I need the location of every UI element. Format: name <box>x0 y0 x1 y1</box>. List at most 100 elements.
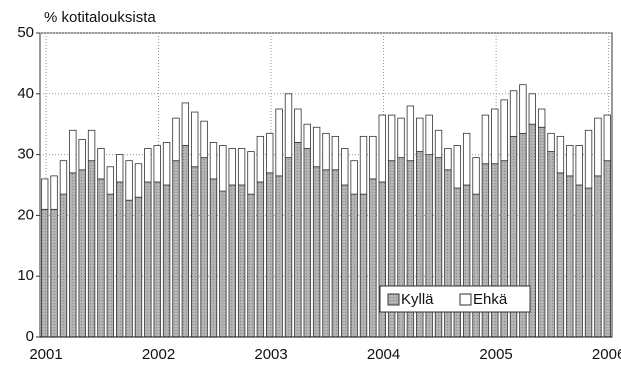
bar-segment <box>509 90 518 137</box>
bar-segment <box>566 175 574 338</box>
bar-segment <box>519 84 527 134</box>
bar-segment <box>97 178 105 338</box>
bar-segment <box>528 93 536 125</box>
legend-label: Ehkä <box>473 291 508 308</box>
bar-segment <box>453 145 461 189</box>
bar-segment <box>294 108 302 143</box>
bar-segment <box>547 132 555 152</box>
bar-segment <box>556 172 565 338</box>
bar-segment <box>547 151 555 338</box>
bar-segment <box>50 175 58 210</box>
bar-segment <box>322 169 330 338</box>
bar-segment <box>134 196 143 338</box>
bar-segment <box>462 132 471 186</box>
bar-segment <box>87 160 96 338</box>
bar-segment <box>462 184 471 338</box>
bar-segment <box>275 108 283 177</box>
bar-segment <box>284 157 293 338</box>
bar-segment <box>425 114 433 156</box>
bar-segment <box>247 193 255 338</box>
x-tick-label: 2002 <box>142 346 175 363</box>
bar-segment <box>144 181 152 338</box>
bar-segment <box>125 160 133 201</box>
legend-swatch <box>387 293 400 306</box>
bar-segment <box>181 102 190 146</box>
bar-segment <box>359 193 368 338</box>
bar-segment <box>566 145 574 177</box>
x-tick-label: 2005 <box>479 346 512 363</box>
bar-segment <box>584 129 593 189</box>
bar-segment <box>116 154 124 183</box>
bar-segment <box>162 142 171 186</box>
bar-segment <box>575 145 583 186</box>
bar-segment <box>69 129 77 174</box>
y-axis-label: % kotitalouksista <box>44 9 156 26</box>
bar-segment <box>397 117 405 159</box>
bar-segment <box>97 148 105 180</box>
bar-segment <box>453 187 461 338</box>
bar-segment <box>78 138 86 171</box>
bar-segment <box>472 157 480 195</box>
bar-segment <box>116 181 124 338</box>
bar-segment <box>603 160 611 338</box>
legend-swatch <box>459 293 472 306</box>
bar-segment <box>284 93 293 159</box>
bar-segment <box>378 181 386 338</box>
bar-segment <box>378 114 386 183</box>
bar-segment <box>472 193 480 338</box>
bar-segment <box>69 172 77 338</box>
bar-segment <box>406 105 415 162</box>
bar-segment <box>491 108 499 165</box>
x-tick-label: 2003 <box>254 346 287 363</box>
bar-segment <box>556 135 565 174</box>
bar-segment <box>266 172 274 338</box>
bar-segment <box>106 166 115 195</box>
y-tick-label: 50 <box>17 24 34 41</box>
bar-segment <box>59 160 68 195</box>
bar-segment <box>228 148 236 186</box>
bar-segment <box>125 199 133 338</box>
bar-segment <box>312 126 321 168</box>
bar-segment <box>247 151 255 195</box>
bar-segment <box>256 181 265 338</box>
bar-segment <box>322 132 330 171</box>
y-tick-label: 10 <box>17 267 34 284</box>
bar-segment <box>219 190 227 338</box>
bar-segment <box>219 145 227 192</box>
bar-segment <box>387 114 396 162</box>
bar-segment <box>50 208 58 338</box>
bar-segment <box>266 132 274 174</box>
bar-segment <box>78 169 86 338</box>
bar-segment <box>191 166 199 338</box>
bar-segment <box>162 184 171 338</box>
bar-segment <box>153 181 161 338</box>
bar-segment <box>584 187 593 338</box>
bar-segment <box>603 114 611 162</box>
bar-segment <box>172 117 180 162</box>
bar-segment <box>209 142 218 180</box>
legend-label: Kyllä <box>401 291 434 308</box>
bar-segment <box>594 117 602 177</box>
legend-box <box>379 285 531 313</box>
bar-segment <box>237 184 246 338</box>
bar-segment <box>134 163 143 198</box>
y-tick-label: 20 <box>17 206 34 223</box>
bar-segment <box>209 178 218 338</box>
bar-segment <box>537 108 546 128</box>
bar-segment <box>303 123 311 149</box>
bar-segment <box>350 160 358 195</box>
bar-segment <box>200 157 208 338</box>
bar-segment <box>106 193 115 338</box>
bar-segment <box>87 129 96 162</box>
y-tick-label: 0 <box>26 328 34 345</box>
x-tick-label: 2004 <box>367 346 400 363</box>
bar-segment <box>41 208 49 338</box>
y-tick-label: 30 <box>17 146 34 163</box>
bar-segment <box>500 99 508 162</box>
bar-segment <box>331 169 340 338</box>
bar-segment <box>228 184 236 338</box>
bar-segment <box>275 175 283 338</box>
bar-segment <box>444 148 452 171</box>
bar-segment <box>416 117 424 152</box>
